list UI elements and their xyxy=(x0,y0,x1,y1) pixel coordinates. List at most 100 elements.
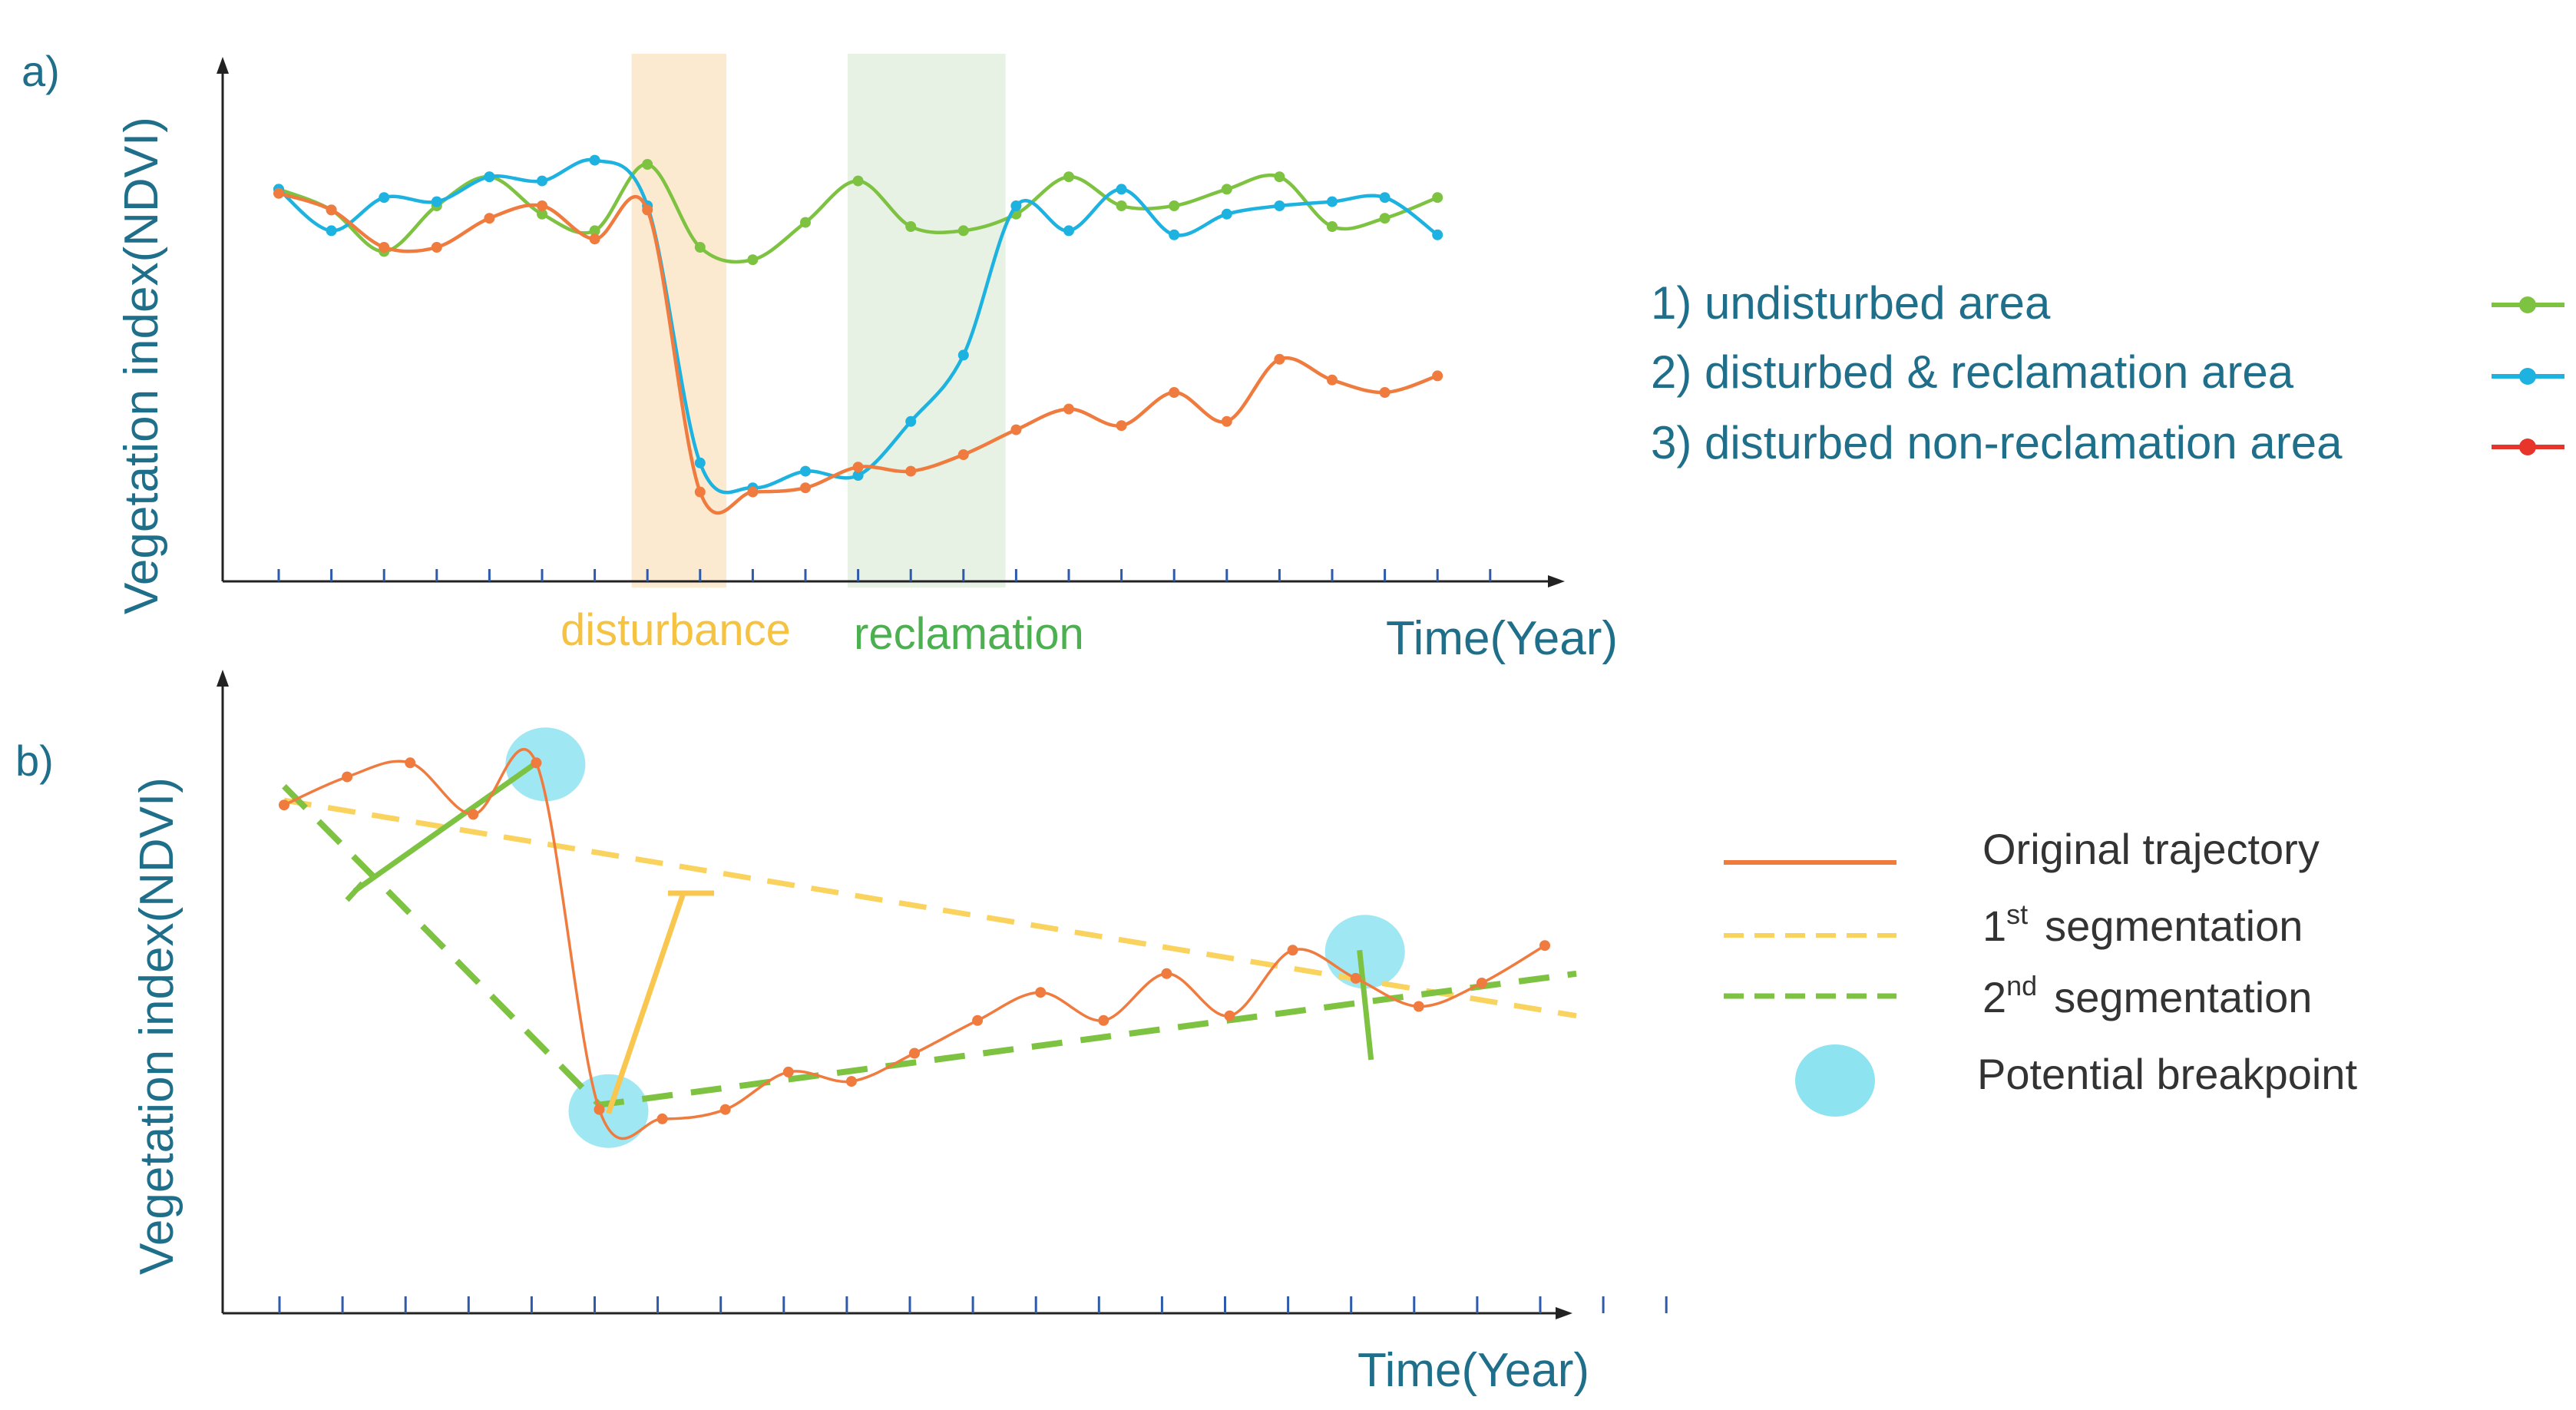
data-point xyxy=(957,449,969,460)
data-point xyxy=(1379,192,1391,204)
axes xyxy=(217,57,1565,588)
data-point xyxy=(852,175,864,187)
data-point xyxy=(972,1014,984,1026)
phase-bands xyxy=(631,54,1006,588)
data-point xyxy=(537,208,547,220)
y-axis-arrow xyxy=(217,670,229,687)
legend-label-undisturbed: 1) undisturbed area xyxy=(1651,277,2051,329)
axes xyxy=(217,670,1572,1319)
data-point xyxy=(589,154,600,166)
data-point xyxy=(1116,184,1127,195)
data-point xyxy=(1274,353,1285,365)
legend-label-breakpoint: Potential breakpoint xyxy=(1977,1050,2357,1098)
data-point xyxy=(1116,420,1127,432)
data-point xyxy=(1432,229,1443,240)
data-point xyxy=(1063,225,1074,237)
x-ticks xyxy=(278,1296,1668,1313)
data-point xyxy=(1221,208,1232,220)
data-point xyxy=(379,192,390,204)
legend-swatch-breakpoint xyxy=(1795,1044,1875,1117)
data-point xyxy=(537,200,547,211)
data-point xyxy=(326,225,337,237)
phase-label-disturbance: disturbance xyxy=(561,605,791,655)
data-point xyxy=(852,470,864,481)
data-point xyxy=(484,213,495,224)
data-point xyxy=(1161,968,1172,979)
data-point xyxy=(484,171,495,183)
data-point xyxy=(1221,415,1232,427)
data-point xyxy=(747,486,759,498)
data-point xyxy=(905,465,917,477)
data-point xyxy=(1010,200,1022,211)
distance-line xyxy=(352,760,538,893)
x-axis-arrow xyxy=(1548,575,1565,588)
series-lines xyxy=(273,154,1443,515)
y-axis-arrow xyxy=(217,57,229,74)
data-point xyxy=(852,462,864,473)
data-point xyxy=(747,254,759,266)
data-point xyxy=(379,242,390,253)
distance-line xyxy=(606,892,686,1114)
data-point xyxy=(845,1076,857,1087)
series-line-1 xyxy=(278,162,1439,264)
data-point xyxy=(1432,370,1443,382)
segmentation-1-line xyxy=(283,797,1577,1019)
data-point xyxy=(656,1113,668,1124)
data-point xyxy=(800,465,811,477)
breakpoint-markers xyxy=(505,727,1405,1148)
data-point xyxy=(1379,387,1391,398)
data-point xyxy=(531,757,542,769)
data-point xyxy=(468,809,479,820)
panel-b-chart: Vegetation index(NDVI) Time(Year) Origin… xyxy=(131,670,2357,1397)
legend-label-original: Original trajectory xyxy=(1982,825,2320,873)
data-point xyxy=(642,204,653,216)
data-point xyxy=(905,415,917,427)
original-trajectory-line xyxy=(283,748,1546,1140)
data-point xyxy=(1169,229,1180,240)
distance-line-cap xyxy=(345,881,365,902)
data-point xyxy=(694,242,706,253)
y-axis-title: Vegetation index(NDVI) xyxy=(115,117,168,614)
legend-swatch-dot xyxy=(2519,368,2536,385)
data-point xyxy=(1169,387,1180,398)
data-point xyxy=(1413,1001,1424,1012)
data-point xyxy=(1379,213,1391,224)
data-point xyxy=(326,204,337,216)
legend-label-non-reclamation: 3) disturbed non-reclamation area xyxy=(1651,417,2343,468)
data-point xyxy=(1063,171,1074,183)
data-point xyxy=(800,482,811,494)
data-point xyxy=(431,242,442,253)
data-point xyxy=(642,159,653,170)
panel-b-label: b) xyxy=(15,736,54,785)
data-point xyxy=(1010,424,1022,435)
data-point xyxy=(1327,196,1338,207)
data-point xyxy=(537,175,547,187)
data-point xyxy=(1098,1014,1109,1026)
x-axis-title: Time(Year) xyxy=(1357,1344,1589,1397)
data-point xyxy=(1350,972,1361,984)
phase-band-disturbance xyxy=(631,54,727,588)
distance-line xyxy=(1357,949,1374,1061)
legend-label-seg2: 2nd segmentation xyxy=(1982,970,2312,1021)
data-point xyxy=(342,771,353,783)
x-axis-title: Time(Year) xyxy=(1386,612,1618,665)
data-point xyxy=(273,187,284,199)
panel-a-chart: Vegetation index(NDVI) Time(Year) distur… xyxy=(115,54,2564,665)
data-point xyxy=(1539,940,1550,952)
data-point xyxy=(1327,374,1338,386)
data-point xyxy=(719,1104,731,1115)
data-point xyxy=(1224,1010,1235,1021)
phase-label-reclamation: reclamation xyxy=(854,609,1084,659)
panel-a-label: a) xyxy=(21,47,60,95)
x-ticks xyxy=(277,569,1492,581)
legend: 1) undisturbed area 2) disturbed & recla… xyxy=(1651,277,2564,468)
data-point xyxy=(594,1104,605,1115)
data-point xyxy=(957,349,969,361)
breakpoint-circle xyxy=(505,727,586,802)
data-point xyxy=(1116,200,1127,211)
data-point xyxy=(905,221,917,232)
data-point xyxy=(782,1066,794,1077)
data-point xyxy=(589,225,600,237)
data-point xyxy=(1169,200,1180,211)
